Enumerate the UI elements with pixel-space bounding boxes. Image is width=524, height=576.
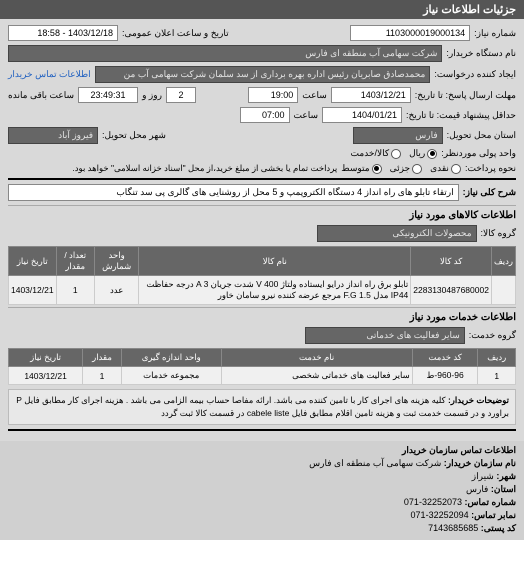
province-label: استان محل تحویل: — [447, 130, 516, 141]
remain-days: 2 — [166, 87, 196, 103]
table-cell: 960-96-ط — [412, 367, 478, 385]
table-cell: تابلو برق راه انداز درایو ایستاده ولتاژ … — [139, 276, 411, 305]
footer-postal: 7143685685 — [428, 523, 478, 533]
buyer-org-label: نام دستگاه خریدار: — [446, 48, 516, 59]
table-cell — [491, 276, 515, 305]
footer-phone: 32252073-071 — [404, 497, 462, 507]
buyer-note: توضیحات خریدار: کلیه هزینه های اجرای کار… — [8, 389, 516, 425]
announce-date-field: 1403/12/18 - 18:58 — [8, 25, 118, 41]
table-col-header: کد خدمت — [412, 349, 478, 367]
footer-org-label: نام سازمان خریدار: — [444, 458, 516, 468]
table-col-header: نام خدمت — [221, 349, 412, 367]
final-deadline-label: حداقل پیشنهاد قیمت: تا تاریخ: — [406, 110, 516, 121]
currency-radio-group: ریال کالا/خدمت — [351, 148, 438, 159]
services-header: اطلاعات خدمات مورد نیاز — [8, 312, 516, 323]
buyer-org-field: شرکت سهامی آب منطقه ای فارس — [8, 45, 442, 62]
currency-label: واحد پولی موردنظر: — [441, 148, 516, 159]
footer-postal-label: کد پستی: — [481, 523, 516, 533]
payment-radio-medium[interactable]: متوسط — [341, 163, 381, 174]
contact-link[interactable]: اطلاعات تماس خریدار — [8, 69, 91, 80]
table-col-header: نام کالا — [139, 247, 411, 276]
goods-table: ردیفکد کالانام کالاواحد شمارشتعداد / مقد… — [8, 246, 516, 305]
table-col-header: کد کالا — [411, 247, 492, 276]
note-label: توضیحات خریدار: — [448, 395, 509, 405]
table-cell: عدد — [94, 276, 139, 305]
table-cell: 2283130487680002 — [411, 276, 492, 305]
table-col-header: واحد اندازه گیری — [121, 349, 221, 367]
table-col-header: مقدار — [83, 349, 122, 367]
goods-group-field: محصولات الکترونیکی — [317, 225, 477, 242]
table-col-header: ردیف — [478, 349, 516, 367]
note-text: کلیه هزینه های اجرای کار با تامین کننده … — [16, 395, 509, 418]
page-header: جزئیات اطلاعات نیاز — [0, 0, 524, 19]
main-form: شماره نیاز: 1103000019000134 تاریخ و ساع… — [0, 19, 524, 441]
services-table: ردیفکد خدمتنام خدمتواحد اندازه گیریمقدار… — [8, 348, 516, 385]
footer-city-label: شهر: — [496, 471, 516, 481]
payment-radio-group: نقدی جزئی متوسط — [341, 163, 461, 174]
table-cell: سایر فعالیت های خدماتی شخصی — [221, 367, 412, 385]
table-row: 1960-96-طسایر فعالیت های خدماتی شخصیمجمو… — [9, 367, 516, 385]
footer-phone-label: شماره تماس: — [465, 497, 516, 507]
table-cell: 1403/12/21 — [9, 276, 57, 305]
goods-header: اطلاعات کالاهای مورد نیاز — [8, 210, 516, 221]
table-col-header: ردیف — [491, 247, 515, 276]
table-col-header: تاریخ نیاز — [9, 349, 83, 367]
goods-group-label: گروه کالا: — [481, 228, 516, 239]
province-field: فارس — [353, 127, 443, 144]
need-number-label: شماره نیاز: — [474, 28, 516, 39]
services-group-label: گروه خدمت: — [469, 330, 516, 341]
table-cell: 1 — [83, 367, 122, 385]
payment-label: نحوه پرداخت: — [465, 163, 516, 174]
currency-radio-goods[interactable]: کالا/خدمت — [351, 148, 402, 159]
need-title-label: شرح کلی نیاز: — [463, 187, 516, 198]
requester-field: محمدصادق صابریان رئیس اداره بهره برداری … — [95, 66, 431, 83]
payment-note: پرداخت تمام یا بخشی از مبلغ خرید،از محل … — [72, 163, 337, 174]
table-col-header: تاریخ نیاز — [9, 247, 57, 276]
services-group-field: سایر فعالیت های خدماتی — [305, 327, 465, 344]
deadline-send-time: 19:00 — [248, 87, 298, 103]
deadline-send-label: مهلت ارسال پاسخ: تا تاریخ: — [415, 90, 516, 101]
need-title-field: ارتقاء تابلو های راه انداز 4 دستگاه الکت… — [8, 184, 459, 201]
remain-suffix: ساعت باقی مانده — [8, 90, 74, 101]
final-time: 07:00 — [240, 107, 290, 123]
table-cell: 1 — [56, 276, 94, 305]
currency-radio-rial[interactable]: ریال — [409, 148, 437, 159]
payment-radio-cash[interactable]: نقدی — [430, 163, 461, 174]
final-date: 1404/01/21 — [322, 107, 402, 123]
need-number-field: 1103000019000134 — [350, 25, 470, 41]
footer-fax: 32252094-071 — [411, 510, 469, 520]
announce-date-label: تاریخ و ساعت اعلان عمومی: — [122, 28, 229, 39]
deadline-send-date: 1403/12/21 — [331, 87, 411, 103]
footer-fax-label: نمابر تماس: — [471, 510, 516, 520]
footer-org: شرکت سهامی آب منطقه ای فارس — [309, 458, 441, 468]
deadline-time-label: ساعت — [302, 90, 327, 101]
footer-city: شیراز — [472, 471, 494, 481]
footer-province-label: استان: — [491, 484, 516, 494]
table-cell: 1403/12/21 — [9, 367, 83, 385]
payment-radio-partial[interactable]: جزئی — [390, 163, 423, 174]
requester-label: ایجاد کننده درخواست: — [434, 69, 516, 80]
remain-time: 23:49:31 — [78, 87, 138, 103]
footer-province: فارس — [466, 484, 488, 494]
table-row: 2283130487680002تابلو برق راه انداز درای… — [9, 276, 516, 305]
final-time-label: ساعت — [294, 110, 319, 121]
table-cell: مجموعه خدمات — [121, 367, 221, 385]
footer: اطلاعات تماس سازمان خریدار نام سازمان خر… — [0, 441, 524, 540]
city-field: فیروز آباد — [8, 127, 98, 144]
remain-days-label: روز و — [142, 90, 162, 101]
table-col-header: تعداد / مقدار — [56, 247, 94, 276]
city-label: شهر محل تحویل: — [102, 130, 166, 141]
table-cell: 1 — [478, 367, 516, 385]
table-col-header: واحد شمارش — [94, 247, 139, 276]
footer-header: اطلاعات تماس سازمان خریدار — [8, 445, 516, 456]
